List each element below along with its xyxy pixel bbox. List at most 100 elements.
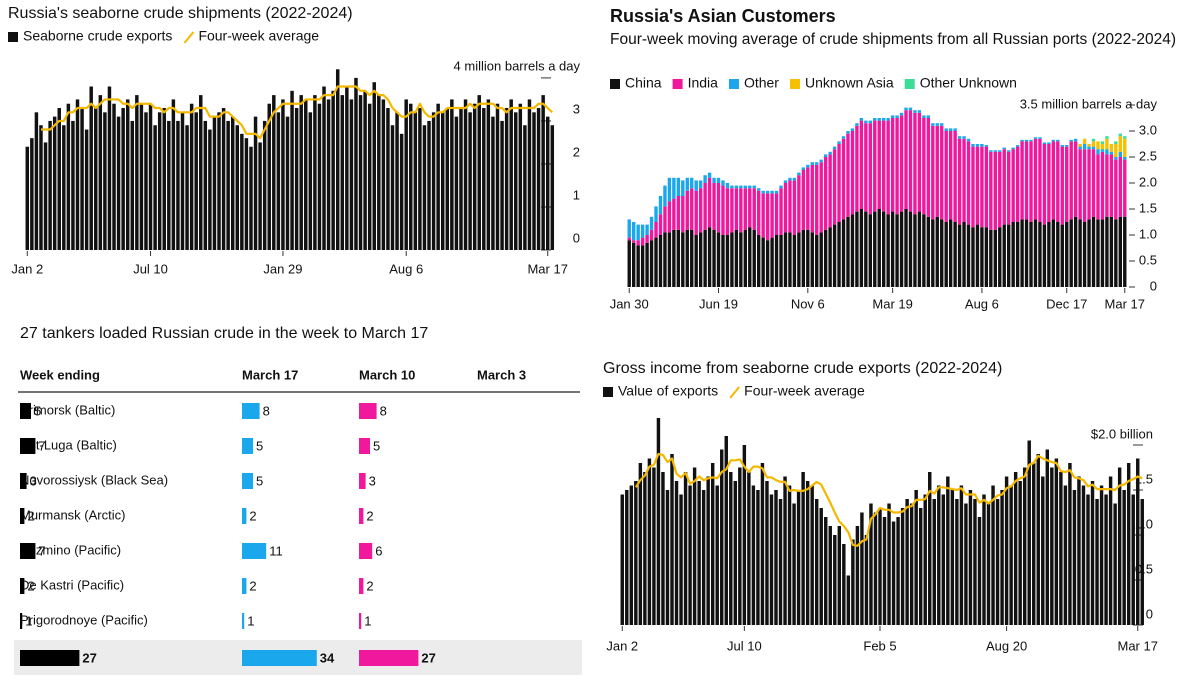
stacked-segment bbox=[980, 144, 984, 147]
stacked-segment bbox=[667, 201, 672, 233]
bar bbox=[733, 481, 738, 625]
bar bbox=[833, 535, 837, 625]
table-value: 3 bbox=[369, 473, 376, 488]
stacked-segment bbox=[1011, 222, 1015, 287]
bar bbox=[413, 112, 418, 250]
bar bbox=[674, 481, 679, 625]
bar bbox=[262, 120, 267, 250]
stacked-segment bbox=[877, 120, 881, 209]
bar bbox=[89, 86, 93, 250]
table-title: 27 tankers loaded Russian crude in the w… bbox=[20, 325, 428, 342]
stacked-segment bbox=[774, 193, 779, 235]
table-value: 2 bbox=[27, 578, 34, 593]
stacked-segment bbox=[1100, 151, 1105, 220]
bar bbox=[937, 485, 941, 625]
average-line bbox=[40, 85, 554, 140]
bar bbox=[914, 490, 918, 625]
bar bbox=[1117, 467, 1122, 625]
stacked-segment bbox=[663, 185, 667, 207]
stacked-segment bbox=[864, 120, 868, 124]
stacked-segment bbox=[1091, 138, 1096, 142]
stacked-segment bbox=[837, 222, 841, 287]
bar bbox=[322, 86, 326, 250]
bar bbox=[267, 103, 271, 250]
bar bbox=[995, 499, 1000, 625]
bar bbox=[486, 99, 491, 250]
bar bbox=[661, 472, 665, 625]
stacked-segment bbox=[734, 185, 739, 189]
stacked-segment bbox=[757, 188, 761, 191]
bar bbox=[1054, 458, 1059, 625]
stacked-segment bbox=[748, 188, 752, 228]
bar bbox=[968, 490, 973, 625]
legend-swatch bbox=[610, 79, 620, 89]
stacked-segment bbox=[632, 240, 636, 243]
bar bbox=[977, 517, 982, 625]
bar bbox=[634, 481, 638, 625]
stacked-segment bbox=[962, 136, 966, 139]
stacked-segment bbox=[1118, 133, 1122, 137]
bar bbox=[1041, 476, 1045, 625]
bar bbox=[1136, 458, 1140, 625]
bar bbox=[909, 503, 914, 625]
stacked-segment bbox=[966, 138, 971, 142]
bar bbox=[180, 112, 185, 250]
stacked-segment bbox=[716, 183, 721, 233]
bar bbox=[253, 116, 258, 251]
bar bbox=[230, 116, 235, 251]
table-value: 8 bbox=[263, 403, 270, 418]
bar bbox=[1032, 463, 1036, 625]
average-line bbox=[634, 452, 1143, 547]
bar bbox=[57, 108, 61, 250]
stacked-segment bbox=[1007, 224, 1011, 287]
stacked-segment bbox=[1015, 145, 1020, 147]
bar bbox=[249, 146, 253, 250]
stacked-segment bbox=[940, 219, 944, 287]
bar bbox=[1068, 463, 1072, 625]
table-value: 2 bbox=[27, 508, 34, 523]
bar bbox=[454, 116, 459, 251]
stacked-segment bbox=[1096, 149, 1100, 155]
stacked-segment bbox=[654, 206, 658, 222]
column-header: March 3 bbox=[477, 367, 526, 382]
stacked-segment bbox=[698, 180, 703, 189]
table-bar bbox=[20, 403, 31, 419]
stacked-segment bbox=[725, 183, 730, 189]
bar bbox=[1108, 476, 1113, 625]
legend-label: Other bbox=[744, 75, 779, 91]
bar bbox=[495, 103, 500, 250]
stacked-segment bbox=[1114, 144, 1118, 157]
bar bbox=[769, 494, 774, 625]
bar bbox=[819, 508, 823, 625]
legend-swatch bbox=[728, 79, 739, 89]
bar bbox=[801, 472, 805, 625]
bar bbox=[842, 544, 846, 625]
stacked-segment bbox=[788, 180, 792, 233]
table-value: 2 bbox=[249, 578, 256, 593]
bar bbox=[742, 445, 747, 625]
table-bar bbox=[359, 613, 362, 629]
legend-label: China bbox=[625, 75, 662, 91]
bar bbox=[932, 499, 936, 625]
stacked-segment bbox=[797, 172, 801, 176]
stacked-segment bbox=[873, 120, 877, 212]
stacked-segment bbox=[712, 177, 716, 183]
stacked-segment bbox=[1011, 149, 1015, 222]
stacked-segment bbox=[908, 211, 913, 287]
stacked-segment bbox=[895, 115, 899, 118]
stacked-segment bbox=[743, 188, 747, 230]
stacked-segment bbox=[734, 229, 739, 287]
x-tick-label: Mar 19 bbox=[872, 296, 912, 311]
bar bbox=[472, 103, 477, 250]
stacked-segment bbox=[1033, 219, 1038, 287]
stacked-segment bbox=[730, 232, 734, 287]
stacked-segment bbox=[672, 229, 676, 287]
stacked-segment bbox=[886, 118, 890, 121]
bar bbox=[1000, 490, 1004, 625]
bar bbox=[1059, 472, 1063, 625]
stacked-segment bbox=[694, 190, 698, 235]
bar bbox=[167, 120, 171, 250]
stacked-segment bbox=[917, 110, 922, 113]
stacked-segment bbox=[698, 232, 703, 287]
stacked-segment bbox=[690, 188, 694, 230]
